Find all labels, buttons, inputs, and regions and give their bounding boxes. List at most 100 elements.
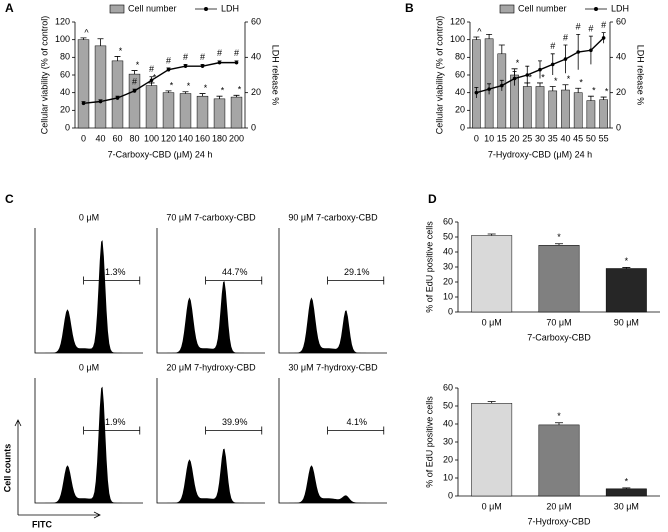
error-bar <box>622 267 631 269</box>
bar <box>586 100 596 129</box>
error-bar <box>487 233 496 236</box>
plot-frame <box>156 228 265 354</box>
x-tick-label: 35 <box>548 133 558 143</box>
line <box>83 61 237 104</box>
annotation: # <box>601 20 606 30</box>
y-tick-label: 40 <box>443 418 453 428</box>
point <box>601 36 606 40</box>
annotation: * <box>557 411 561 421</box>
panel-title: 20 μM 7-hydroxy-CBD <box>166 362 256 372</box>
axis-arrows <box>14 419 101 519</box>
gate <box>205 426 263 435</box>
plot-frame <box>278 228 387 354</box>
annotation: * <box>541 72 545 82</box>
panel-title: 90 μM 7-carboxy-CBD <box>288 212 378 222</box>
bar <box>605 268 647 313</box>
error-bar <box>233 94 240 98</box>
gate <box>83 426 141 435</box>
error-bar <box>165 90 172 93</box>
x-tick-label: 60 <box>112 133 122 143</box>
y-tick-label: 30 <box>443 261 453 271</box>
annotation: # <box>166 55 171 65</box>
x-axis-title: 7-Hydroxy-CBD (μM) 24 h <box>488 149 592 159</box>
bar <box>484 38 494 129</box>
error-bar <box>555 243 563 246</box>
plot-frame <box>34 228 143 354</box>
y-axis-title: Cellular viability (% of control) <box>39 16 49 135</box>
annotation: # <box>132 77 137 87</box>
y-tick-label: 60 <box>443 216 453 226</box>
y-tick-label: 10 <box>443 472 453 482</box>
y-tick-label: 0 <box>448 306 453 316</box>
y-tick-label: 0 <box>460 122 465 132</box>
error-bar <box>549 86 556 91</box>
gate <box>83 276 141 285</box>
annotation: # <box>234 48 239 58</box>
bar <box>145 85 158 129</box>
annotation: * <box>153 72 157 82</box>
x-tick-label: 20 <box>510 133 520 143</box>
legend-swatch <box>204 7 208 11</box>
bar <box>548 90 558 129</box>
point <box>149 78 154 83</box>
y-tick-label: 0 <box>448 490 453 500</box>
bar <box>561 89 570 129</box>
point <box>576 50 580 54</box>
gate <box>327 276 385 285</box>
annotation: * <box>187 81 191 91</box>
annotation: * <box>238 85 242 95</box>
bar <box>472 39 481 129</box>
error-bar <box>216 95 223 99</box>
error-bar <box>575 87 582 93</box>
x-tick-label: 50 <box>586 133 596 143</box>
y-tick-label: 60 <box>251 16 261 26</box>
y-tick-label: 20 <box>443 454 453 464</box>
legend-swatch <box>594 7 598 11</box>
bar <box>77 39 90 129</box>
error-bar <box>199 93 206 97</box>
legend-label: LDH <box>611 3 629 13</box>
point <box>550 62 555 67</box>
bar <box>162 92 175 129</box>
x-tick-label: 0 μM <box>482 501 502 511</box>
y-tick-label: 60 <box>443 382 453 392</box>
histogram <box>279 297 387 353</box>
annotation: * <box>136 60 140 70</box>
bar <box>179 93 192 129</box>
panel-letter: D <box>428 192 437 206</box>
legend-swatch <box>109 4 125 14</box>
bar <box>94 45 107 129</box>
y-axis-title: Cell counts <box>2 444 12 493</box>
y-tick-label: 20 <box>443 276 453 286</box>
annotation: ^ <box>477 26 482 36</box>
point <box>217 60 222 65</box>
point <box>98 99 103 104</box>
error-bar <box>473 36 480 40</box>
bar <box>538 245 580 313</box>
point <box>487 87 491 91</box>
annotation: # <box>149 64 154 74</box>
y-tick-label: 100 <box>55 34 70 44</box>
y-tick-label: 120 <box>55 16 70 26</box>
y-tick-label: 40 <box>455 87 465 97</box>
y-tick-label: 50 <box>443 400 453 410</box>
bar <box>535 86 545 129</box>
gate-label: 4.1% <box>347 417 368 427</box>
plot-frame <box>34 378 143 504</box>
error-bar <box>562 84 569 91</box>
x-tick-label: 80 <box>129 133 139 143</box>
y-axis-title: % of EdU positive cells <box>424 221 434 313</box>
x-tick-label: 25 <box>522 133 532 143</box>
histogram <box>35 240 143 353</box>
y-tick-label: 20 <box>251 87 261 97</box>
annotation: * <box>204 83 208 93</box>
point <box>200 64 205 68</box>
gate-label: 51.3% <box>100 267 126 277</box>
y-tick-label: 20 <box>60 105 70 115</box>
error-bar <box>131 70 138 75</box>
x-tick-label: 45 <box>573 133 583 143</box>
y-tick-label: 40 <box>616 52 626 62</box>
point <box>183 64 188 68</box>
y2-axis-title: LDH release % <box>271 45 281 106</box>
